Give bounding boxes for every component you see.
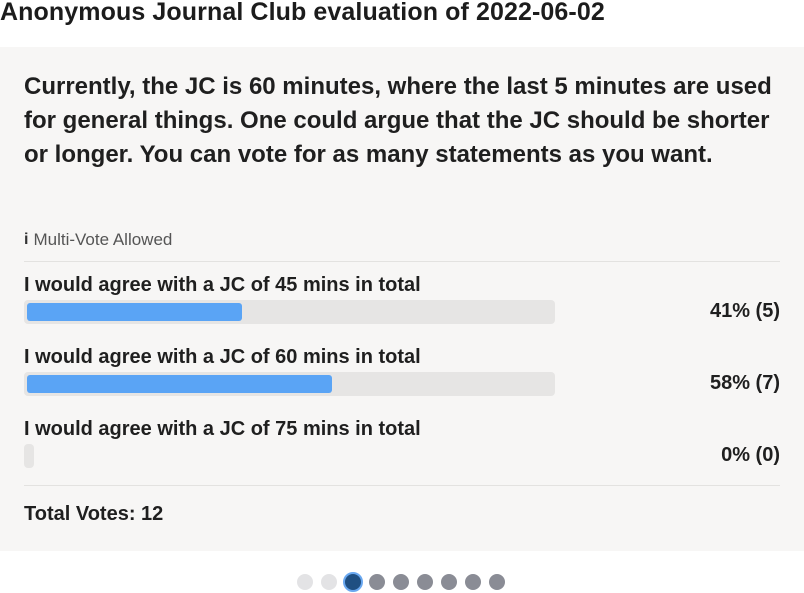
option-result: 58% (7) [709, 372, 780, 394]
pagination-dot[interactable] [441, 574, 457, 590]
total-votes: Total Votes: 12 [24, 503, 164, 525]
option-label: I would agree with a JC of 75 mins in to… [24, 418, 421, 440]
pagination-dot-active[interactable] [343, 572, 363, 592]
pagination-dot[interactable] [321, 574, 337, 590]
divider-bottom [24, 485, 780, 486]
pagination-dots [297, 572, 505, 592]
pagination-dot[interactable] [369, 574, 385, 590]
poll-card: Currently, the JC is 60 minutes, where t… [0, 47, 804, 551]
option-label: I would agree with a JC of 45 mins in to… [24, 274, 421, 296]
result-bar-track [24, 300, 555, 324]
option-result: 41% (5) [709, 300, 780, 322]
pagination-dot[interactable] [489, 574, 505, 590]
result-bar-track [24, 444, 34, 468]
option-result: 0% (0) [721, 444, 780, 466]
multi-vote-label: Multi-Vote Allowed [33, 230, 173, 249]
pagination-dot[interactable] [465, 574, 481, 590]
result-bar-fill [27, 375, 332, 393]
divider-top [24, 261, 780, 262]
option-label: I would agree with a JC of 60 mins in to… [24, 346, 421, 368]
poll-question: Currently, the JC is 60 minutes, where t… [24, 73, 772, 168]
pagination-dot[interactable] [297, 574, 313, 590]
multi-vote-note: i Multi-Vote Allowed [24, 230, 172, 250]
info-icon: i [24, 231, 29, 248]
result-bar-fill [27, 303, 242, 321]
poll-option-45[interactable]: I would agree with a JC of 45 mins in to… [24, 274, 780, 334]
poll-option-75[interactable]: I would agree with a JC of 75 mins in to… [24, 418, 780, 478]
result-bar-track [24, 372, 555, 396]
page-title: Anonymous Journal Club evaluation of 202… [0, 0, 605, 26]
poll-option-60[interactable]: I would agree with a JC of 60 mins in to… [24, 346, 780, 406]
pagination-dot[interactable] [393, 574, 409, 590]
pagination-dot[interactable] [417, 574, 433, 590]
